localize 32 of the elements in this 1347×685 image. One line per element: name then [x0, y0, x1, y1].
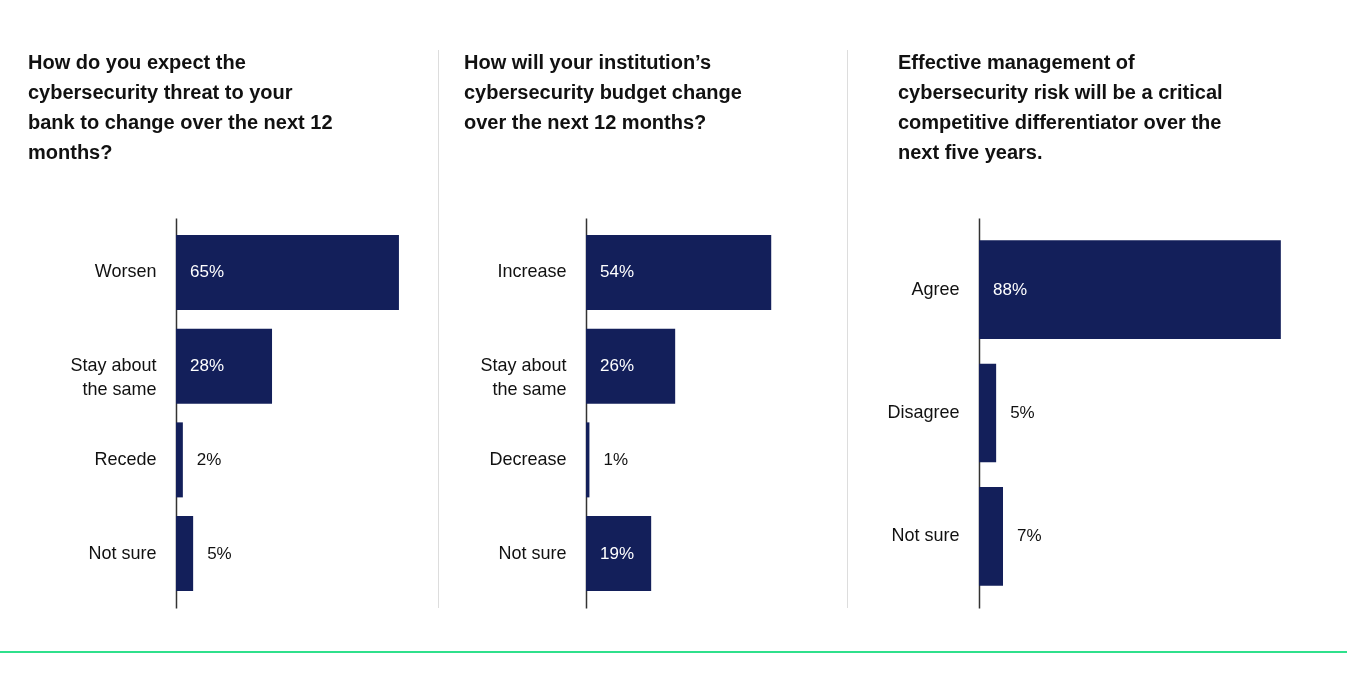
- bar: [586, 328, 676, 404]
- bar: [176, 328, 273, 404]
- y-tick-label: Increase: [497, 261, 567, 282]
- y-tick-label: Not sure: [891, 525, 960, 546]
- data-label: 28%: [189, 356, 224, 376]
- data-label: 65%: [189, 262, 224, 282]
- data-label: 5%: [207, 543, 232, 563]
- bar: [176, 234, 399, 310]
- y-tick-label: Not sure: [498, 542, 567, 563]
- bar: [176, 516, 194, 592]
- chart-title: How will your institution’s cybersecurity budget change over the next 12 months?: [464, 50, 743, 135]
- bar: [176, 422, 183, 498]
- data-label: 5%: [1010, 403, 1035, 422]
- y-tick-label: Worsen: [94, 261, 157, 282]
- data-label: 88%: [993, 279, 1027, 299]
- y-tick-label: Agree: [911, 278, 960, 299]
- bar: [586, 234, 772, 310]
- data-label: 2%: [196, 449, 222, 469]
- chart-title: Effective management of cybersecurity risk will be a critical competitive differentiator over the next five years.: [898, 50, 1224, 165]
- y-tick-label: Stay about the same: [480, 355, 567, 400]
- data-label: 1%: [603, 449, 628, 469]
- y-tick-label: Decrease: [489, 448, 567, 469]
- data-label: 7%: [1017, 526, 1042, 546]
- chart-title: How do you expect the cybersecurity threat to your bank to change over the next 12 months?: [28, 50, 333, 165]
- data-label: 54%: [600, 262, 634, 282]
- y-tick-label: Recede: [94, 448, 157, 469]
- data-label: 26%: [600, 356, 634, 376]
- data-label: 19%: [600, 543, 634, 563]
- y-tick-label: Disagree: [887, 402, 960, 422]
- bar: [586, 516, 652, 592]
- y-tick-label: Not sure: [88, 542, 157, 563]
- y-tick-label: Stay about the same: [70, 355, 157, 400]
